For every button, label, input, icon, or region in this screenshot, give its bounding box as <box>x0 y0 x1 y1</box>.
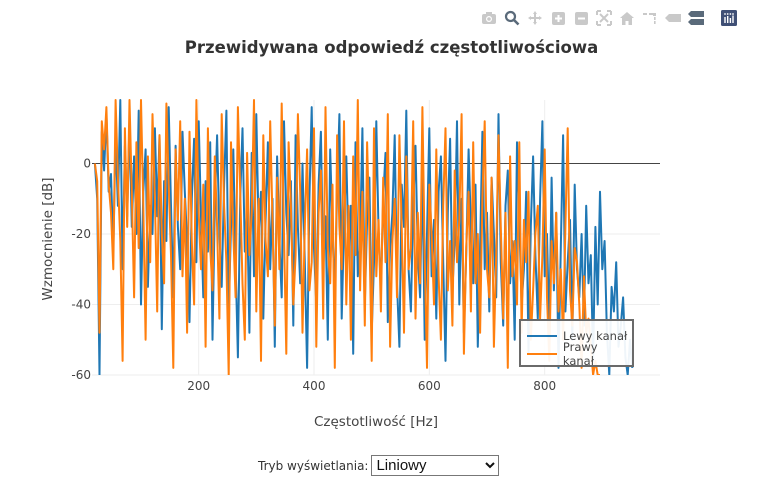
x-tick-label: 200 <box>187 379 210 393</box>
y-tick-label: -40 <box>71 297 91 311</box>
display-mode-label: Tryb wyświetlania: <box>258 458 369 473</box>
legend-item-right[interactable]: Prawy kanał <box>527 340 632 368</box>
x-tick-label: 600 <box>418 379 441 393</box>
zoom-out-icon[interactable] <box>572 9 590 27</box>
display-mode-select[interactable]: Liniowy <box>371 455 500 476</box>
axis-ticks: 200 400 600 800 0 -20 -40 -60 <box>71 156 556 393</box>
y-axis-label: Wzmocnienie [dB] <box>40 177 56 301</box>
display-mode-control: Tryb wyświetlania: Liniowy <box>258 455 500 476</box>
x-tick-label: 400 <box>303 379 326 393</box>
zoom-icon[interactable] <box>503 9 521 27</box>
chart-title: Przewidywana odpowiedź częstotliwościowa <box>184 38 599 57</box>
spike-lines-icon[interactable] <box>641 9 659 27</box>
legend[interactable]: Lewy kanał Prawy kanał <box>519 319 634 368</box>
y-tick-label: -60 <box>71 368 91 382</box>
plotly-logo-icon[interactable] <box>720 9 738 27</box>
reset-axes-icon[interactable] <box>618 9 636 27</box>
pan-icon[interactable] <box>526 9 544 27</box>
hover-compare-icon[interactable] <box>687 9 705 27</box>
hover-closest-icon[interactable] <box>664 9 682 27</box>
camera-icon[interactable] <box>480 9 498 27</box>
legend-swatch-right <box>527 353 557 355</box>
legend-swatch-left <box>527 335 557 337</box>
legend-item-left[interactable]: Lewy kanał <box>527 329 627 343</box>
series-line-right <box>93 99 600 375</box>
legend-label-left: Lewy kanał <box>563 329 628 343</box>
legend-label-right: Prawy kanał <box>562 340 598 368</box>
y-tick-label: -20 <box>71 227 91 241</box>
zoom-in-icon[interactable] <box>549 9 567 27</box>
x-axis-label: Częstotliwość [Hz] <box>313 414 439 430</box>
y-tick-label: 0 <box>83 156 91 170</box>
x-tick-label: 800 <box>533 379 556 393</box>
series-layer <box>93 99 634 375</box>
autoscale-icon[interactable] <box>595 9 613 27</box>
modebar <box>480 8 738 28</box>
